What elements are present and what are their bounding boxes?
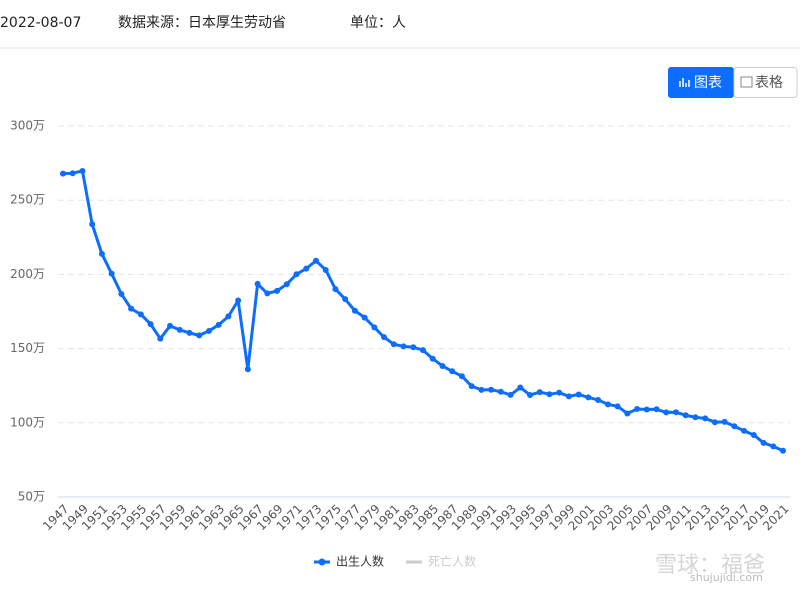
point bbox=[507, 391, 514, 398]
point bbox=[137, 311, 144, 318]
legend-swatch-dot bbox=[318, 558, 326, 566]
point bbox=[517, 384, 524, 391]
point bbox=[429, 355, 436, 362]
point bbox=[244, 366, 251, 373]
point bbox=[322, 266, 329, 273]
date: 2022-08-07 bbox=[0, 15, 81, 31]
point bbox=[585, 394, 592, 401]
point bbox=[604, 401, 611, 408]
unit: 单位：人 bbox=[350, 15, 406, 31]
point bbox=[634, 405, 641, 412]
point bbox=[293, 271, 300, 278]
point bbox=[205, 327, 212, 334]
point bbox=[497, 388, 504, 395]
chart-button-label: 图表 bbox=[694, 75, 722, 91]
point bbox=[643, 406, 650, 413]
legend-label[interactable]: 死亡人数 bbox=[428, 554, 476, 569]
point bbox=[672, 409, 679, 416]
point bbox=[449, 368, 456, 375]
point bbox=[527, 392, 534, 399]
point bbox=[653, 406, 660, 413]
point bbox=[79, 167, 86, 174]
point bbox=[760, 439, 767, 446]
point bbox=[741, 427, 748, 434]
point bbox=[303, 265, 310, 272]
chart-icon bbox=[679, 78, 690, 87]
point bbox=[410, 344, 417, 351]
point bbox=[624, 410, 631, 417]
point bbox=[770, 443, 777, 450]
point bbox=[458, 373, 465, 380]
point bbox=[196, 332, 203, 339]
point bbox=[439, 362, 446, 369]
point bbox=[731, 423, 738, 430]
point bbox=[390, 341, 397, 348]
point bbox=[663, 409, 670, 416]
table-button-label: 表格 bbox=[755, 75, 783, 91]
point bbox=[595, 396, 602, 403]
line bbox=[62, 169, 784, 453]
point bbox=[167, 322, 174, 329]
point bbox=[128, 305, 135, 312]
y-tick-label: 50万 bbox=[18, 490, 45, 504]
y-tick-label: 300万 bbox=[10, 119, 45, 133]
point bbox=[312, 257, 319, 264]
y-tick-label: 150万 bbox=[10, 341, 45, 355]
watermark: 雪球：福爸 bbox=[655, 553, 765, 578]
point bbox=[400, 343, 407, 350]
point bbox=[556, 389, 563, 396]
point bbox=[711, 419, 718, 426]
point bbox=[468, 383, 475, 390]
point bbox=[420, 347, 426, 354]
y-tick-label: 250万 bbox=[10, 193, 45, 207]
y-tick-label: 200万 bbox=[10, 267, 45, 281]
point bbox=[536, 389, 543, 396]
point bbox=[614, 403, 621, 410]
point bbox=[381, 334, 388, 341]
table-button[interactable] bbox=[733, 67, 798, 98]
point bbox=[69, 170, 76, 177]
point bbox=[361, 314, 368, 321]
point bbox=[351, 307, 358, 314]
point bbox=[89, 221, 96, 228]
point bbox=[332, 286, 339, 293]
point bbox=[682, 412, 689, 419]
watermark-site: shujujidi.com bbox=[690, 571, 763, 584]
point bbox=[546, 391, 553, 398]
point bbox=[283, 281, 290, 288]
point bbox=[118, 290, 125, 297]
point bbox=[176, 326, 183, 333]
source: 数据来源：日本厚生劳动省 bbox=[118, 15, 286, 31]
point bbox=[371, 324, 378, 331]
point bbox=[575, 391, 582, 398]
point bbox=[702, 415, 709, 422]
point bbox=[157, 335, 164, 342]
point bbox=[264, 290, 271, 297]
point bbox=[225, 313, 232, 320]
point bbox=[478, 386, 485, 393]
point bbox=[186, 329, 193, 336]
point bbox=[565, 393, 572, 400]
y-tick-label: 100万 bbox=[10, 415, 45, 429]
point bbox=[488, 386, 495, 393]
point bbox=[780, 447, 786, 454]
legend-label[interactable]: 出生人数 bbox=[336, 554, 384, 569]
point bbox=[147, 321, 154, 328]
chart-button[interactable] bbox=[668, 67, 734, 98]
point bbox=[721, 418, 728, 425]
point bbox=[98, 250, 105, 257]
point bbox=[108, 270, 115, 277]
point bbox=[235, 297, 242, 304]
point bbox=[342, 296, 349, 303]
point bbox=[692, 414, 699, 421]
point bbox=[750, 431, 757, 438]
point bbox=[215, 321, 222, 328]
point bbox=[60, 170, 66, 177]
point bbox=[254, 280, 261, 287]
table-icon bbox=[740, 76, 753, 88]
point bbox=[274, 287, 281, 294]
